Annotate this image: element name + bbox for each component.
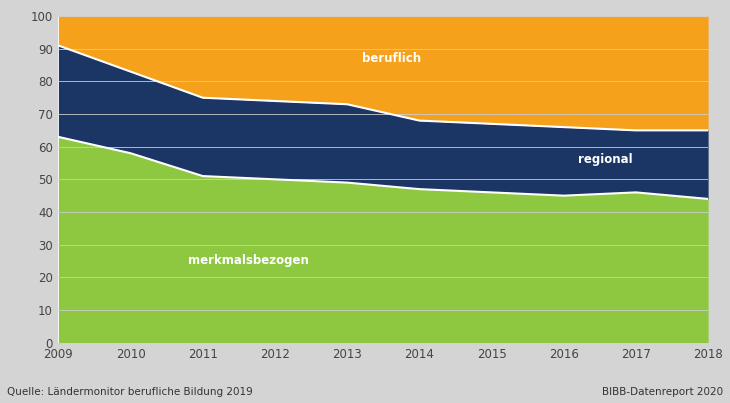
Text: merkmalsbezogen: merkmalsbezogen — [188, 254, 310, 268]
Text: Quelle: Ländermonitor berufliche Bildung 2019: Quelle: Ländermonitor berufliche Bildung… — [7, 387, 253, 397]
Text: beruflich: beruflich — [361, 52, 420, 65]
Text: BIBB-Datenreport 2020: BIBB-Datenreport 2020 — [602, 387, 723, 397]
Text: regional: regional — [578, 153, 633, 166]
